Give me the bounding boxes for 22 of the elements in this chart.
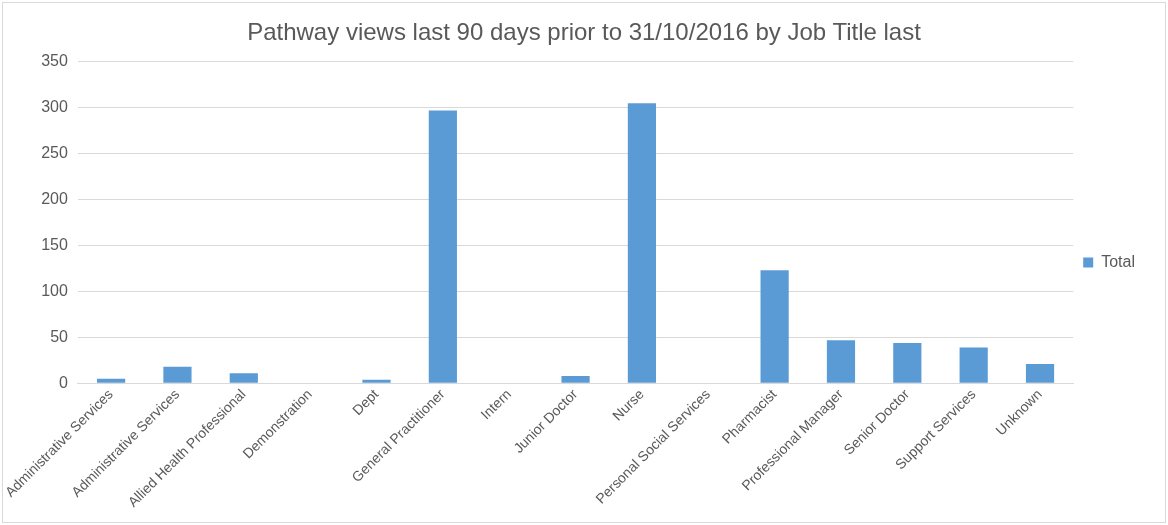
bar — [561, 375, 590, 383]
chart-title: Pathway views last 90 days prior to 31/10/2016 by Job Title last — [247, 18, 922, 46]
bar — [163, 366, 192, 383]
y-tick-label: 250 — [41, 144, 69, 162]
y-tick-label: 200 — [41, 190, 69, 207]
bar — [362, 379, 391, 383]
bar — [959, 347, 988, 383]
bar — [893, 342, 922, 383]
legend-label: Total — [1101, 252, 1135, 270]
bar — [229, 373, 258, 383]
bar — [1025, 364, 1055, 383]
y-tick-label: 350 — [41, 52, 69, 70]
bar — [760, 270, 789, 383]
y-tick-label: 0 — [59, 373, 69, 391]
bar — [428, 110, 457, 383]
bar — [826, 340, 856, 383]
y-tick-label: 150 — [41, 235, 69, 253]
bar — [627, 103, 657, 383]
y-tick-label: 50 — [50, 327, 69, 345]
y-tick-label: 300 — [41, 98, 69, 116]
bar — [97, 378, 126, 383]
y-tick-label: 100 — [41, 281, 69, 299]
